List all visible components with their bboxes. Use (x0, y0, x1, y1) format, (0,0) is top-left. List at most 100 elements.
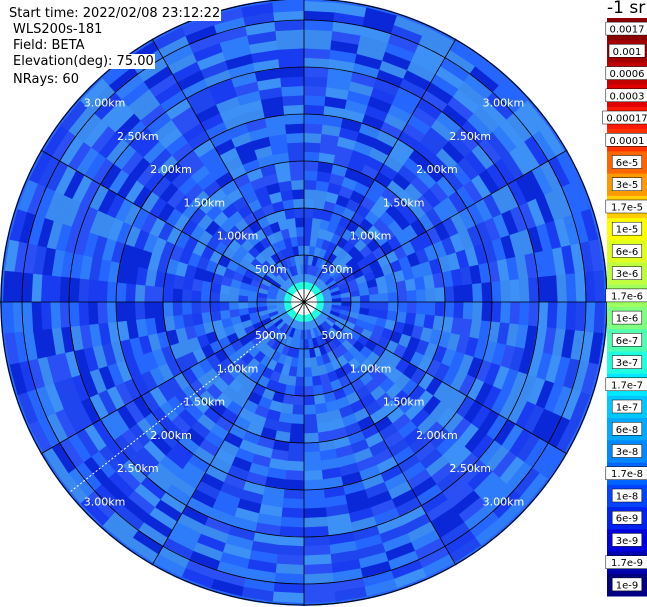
colorbar-tick-box (602, 110, 647, 125)
range-gate-cell (68, 277, 80, 303)
range-gate-cell (286, 217, 297, 229)
colorbar-tick-label: 3e-7 (616, 358, 639, 369)
range-gate-cell (280, 516, 305, 528)
range-gate-cell (96, 280, 108, 303)
range-gate-cell (303, 572, 334, 585)
range-gate-cell (285, 123, 305, 134)
range-gate-cell (490, 301, 502, 323)
range-gate-cell (279, 526, 305, 538)
colorbar-tick-label: 3e-6 (616, 269, 639, 280)
range-gate-cell (286, 460, 305, 472)
range-gate-cell (49, 301, 62, 329)
range-gate-cell (2, 301, 15, 334)
range-gate-cell (277, 544, 305, 557)
range-ring-label: 1.50km (383, 196, 425, 209)
nrays-text: NRays: 60 (12, 72, 80, 87)
range-gate-cell (593, 301, 606, 334)
range-gate-cell (303, 367, 313, 378)
range-gate-cell (283, 104, 305, 116)
range-gate-cell (294, 217, 305, 228)
colorbar-tick-box (611, 577, 643, 592)
azimuth-spoke (151, 301, 305, 566)
range-gate-cell (472, 283, 483, 303)
range-ring-label: 3.00km (483, 97, 525, 110)
range-gate-cell (528, 277, 540, 303)
range-gate-cell (276, 554, 305, 566)
colorbar-tick-label: 1e-9 (616, 580, 639, 591)
range-gate-cell (303, 113, 324, 125)
range-gate-cell (247, 301, 258, 309)
range-gate-cell (303, 441, 320, 453)
range-ring-label: 1.00km (217, 363, 259, 376)
colorbar-tick-label: 3e-9 (616, 536, 639, 547)
range-ring-label: 2.50km (449, 130, 491, 143)
range-gate-cell (281, 507, 305, 519)
range-gate-cell (274, 19, 305, 32)
colorbar-tick-label: 1e-6 (616, 314, 639, 325)
range-gate-cell (303, 188, 317, 200)
range-gate-cell (294, 376, 305, 387)
colorbar-tick-label: 1.7e-7 (611, 380, 643, 391)
colorbar-tick-label: 1e-7 (616, 403, 639, 414)
range-gate-cell (377, 284, 389, 295)
range-gate-cell (303, 207, 315, 219)
range-gate-cell (303, 423, 319, 434)
range-gate-cell (303, 526, 329, 538)
range-ring-label: 3.00km (84, 97, 126, 110)
range-gate-cell (303, 160, 319, 172)
range-gate-cell (288, 151, 305, 163)
start-time-text: Start time: 2022/02/08 23:12:22 (8, 6, 222, 21)
range-gate-cell (303, 479, 324, 491)
range-gate-cell (276, 38, 305, 50)
colorbar-tick-label: 3e-8 (616, 447, 639, 458)
range-ring-label: 500m (255, 263, 287, 276)
range-gate-cell (565, 301, 577, 331)
range-gate-cell (303, 395, 316, 406)
range-gate-cell (303, 376, 314, 387)
range-gate-cell (125, 283, 136, 303)
range-gate-cell (153, 286, 165, 303)
range-gate-cell (303, 404, 317, 416)
range-gate-cell (292, 198, 305, 209)
azimuth-spoke (303, 38, 457, 303)
range-gate-cell (303, 591, 336, 604)
range-ring-label: 2.00km (416, 163, 458, 176)
range-gate-cell (209, 301, 221, 313)
range-gate-cell (593, 270, 606, 303)
range-gate-cell (285, 470, 305, 481)
range-gate-cell (143, 301, 155, 319)
range-gate-cell (87, 301, 99, 325)
range-ring-label: 500m (321, 263, 353, 276)
range-gate-cell (500, 280, 512, 303)
range-gate-cell (303, 451, 321, 463)
range-gate-cell (78, 301, 90, 326)
colorbar-tick-box (605, 288, 647, 303)
azimuth-spoke (303, 149, 568, 303)
range-gate-cell (256, 301, 267, 308)
range-gate-cell (387, 301, 399, 313)
range-gate-cell (518, 301, 530, 326)
range-gate-cell (115, 282, 127, 303)
range-gate-cell (303, 141, 321, 153)
range-gate-cell (228, 301, 239, 311)
elevation-text: Elevation(deg): 75.00 (12, 54, 155, 69)
range-gate-cell (303, 339, 310, 350)
range-gate-cell (282, 94, 305, 106)
range-gate-cell (280, 76, 305, 88)
colorbar-tick-label: 6e-5 (616, 158, 639, 169)
colorbar-tick-label: 0.0001 (610, 136, 645, 147)
range-gate-cell (298, 254, 305, 265)
colorbar-tick-box (611, 399, 643, 414)
range-gate-cell (462, 301, 474, 320)
colorbar-tick-box (605, 466, 647, 480)
colorbar-tick-box (611, 155, 643, 169)
range-gate-cell (96, 301, 108, 324)
azimuth-spoke (303, 301, 568, 455)
range-ring-label: 2.50km (117, 462, 159, 475)
colorbar-tick-label: 0.0006 (610, 69, 645, 80)
range-gate-cell (472, 301, 483, 321)
range-ring-label: 2.00km (416, 429, 458, 442)
range-gate-cell (106, 281, 118, 303)
colorbar-tick-box (611, 266, 643, 280)
colorbar: 0.0017 0.001 0.0006 0.0003 0.00017 0.0001 6e-5… (602, 18, 647, 597)
